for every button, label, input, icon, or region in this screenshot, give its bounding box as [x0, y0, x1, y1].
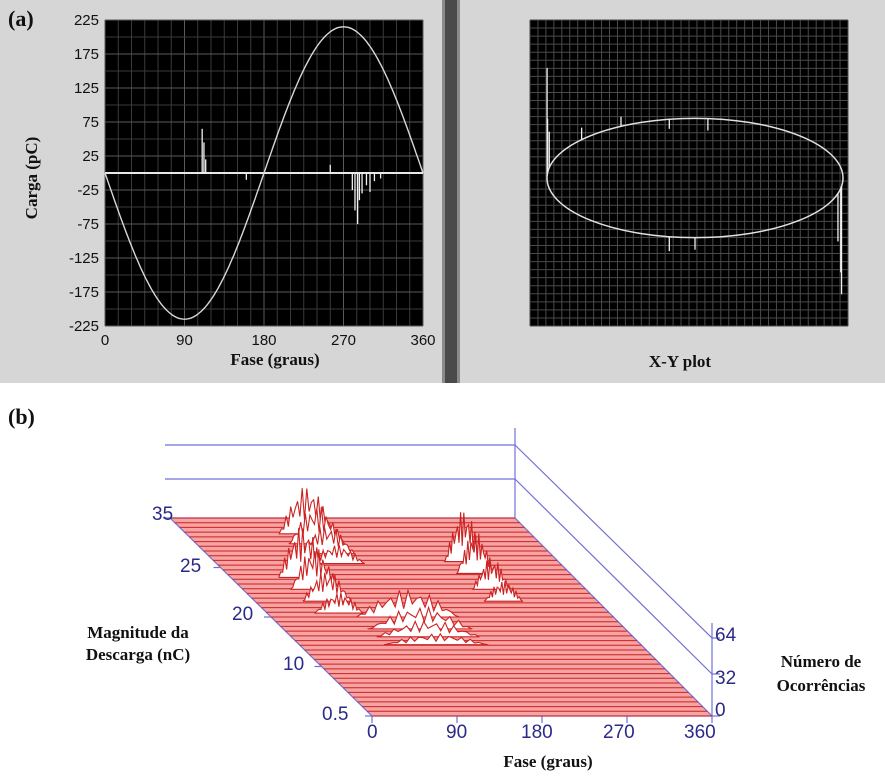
x3d-axis-title: Fase (graus): [503, 752, 593, 771]
peak-cluster-4: [455, 533, 496, 574]
z3d-tick-64: 64: [715, 625, 737, 646]
panel-a-label-top: (a): [8, 6, 34, 31]
peak-cluster-3: [383, 632, 489, 646]
y3d-tick-35: 35: [152, 504, 174, 525]
y3d-axis-title: Magnitude da Descarga (nC): [85, 623, 191, 664]
x3d-tick-180: 180: [521, 722, 553, 743]
x-axis-title-a: Fase (graus): [230, 350, 320, 369]
y3d-tick-10: 10: [283, 654, 305, 675]
y-tick-label: 75: [82, 114, 99, 131]
xy-plot-chart: [529, 19, 849, 327]
y-tick-label: -25: [77, 182, 99, 199]
y-axis-title-a: Carga (pC): [22, 136, 41, 220]
prpd-3d-chart: [163, 428, 720, 723]
charge-phase-chart: 225 175 125 75 25 -25 -75 -125 -175 -225 0 90 180 27…: [69, 12, 436, 349]
box-edge: [514, 478, 713, 675]
y-tick-label: 225: [74, 12, 99, 29]
peak-cluster-2: [314, 592, 364, 614]
x-tick-label: 0: [101, 332, 109, 349]
y-tick-label: 175: [74, 46, 99, 63]
panel-divider: [442, 0, 460, 383]
xy-plot-title: X-Y plot: [648, 352, 712, 371]
charge-y-ticks: 225 175 125 75 25 -25 -75 -125 -175 -225: [69, 12, 99, 335]
x3d-tick-270: 270: [603, 722, 635, 743]
sine-series: [104, 26, 424, 320]
x-tick-label: 360: [410, 332, 435, 349]
xy-series: [546, 67, 844, 295]
y-tick-label: -225: [69, 318, 99, 335]
y-tick-label: 125: [74, 80, 99, 97]
x3d-tick-360: 360: [684, 722, 716, 743]
charge-series: [104, 26, 424, 320]
peak-cluster-4: [483, 580, 523, 603]
panel-b-label: (b): [8, 404, 35, 429]
y-tick-label: -175: [69, 284, 99, 301]
z3d-tick-0: 0: [715, 700, 726, 721]
box-edge: [514, 444, 713, 639]
x-tick-label: 270: [331, 332, 356, 349]
y-tick-label: -125: [69, 250, 99, 267]
y3d-tick-0-5: 0.5: [322, 704, 349, 725]
x3d-tick-90: 90: [446, 722, 468, 743]
x3d-tick-0: 0: [367, 722, 378, 743]
peak-cluster-3: [354, 588, 460, 618]
y3d-tick-25: 25: [180, 556, 202, 577]
charge-x-ticks: 0 90 180 270 360: [101, 332, 436, 349]
prpd-box: [163, 428, 720, 723]
y3d-tick-20: 20: [232, 604, 254, 625]
xy-grid: [529, 19, 849, 327]
z3d-tick-32: 32: [715, 668, 737, 689]
peak-cluster-3: [376, 619, 480, 638]
y-tick-label: -75: [77, 216, 99, 233]
y-tick-label: 25: [82, 148, 99, 165]
prpd-surface: [278, 488, 523, 646]
x-tick-label: 180: [251, 332, 276, 349]
x-tick-label: 90: [176, 332, 193, 349]
peak-cluster-2: [302, 572, 352, 602]
z3d-axis-title: Número de Ocorrências: [776, 652, 866, 695]
